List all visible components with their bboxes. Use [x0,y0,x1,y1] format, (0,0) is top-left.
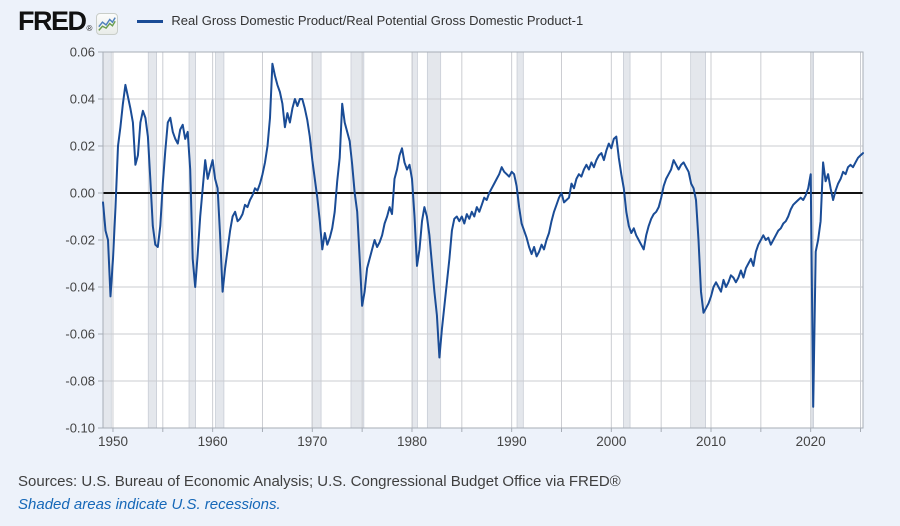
x-tick-label: 1960 [198,434,228,449]
y-tick-label: -0.04 [65,280,95,295]
x-tick-label: 1970 [297,434,327,449]
fred-logo-link[interactable]: FRED ® [18,5,119,36]
recession-note: Shaded areas indicate U.S. recessions. [18,496,281,513]
x-tick-label: 2000 [596,434,626,449]
y-tick-label: -0.02 [65,233,95,248]
plot-border [102,51,864,429]
sources-text: Sources: U.S. Bureau of Economic Analysi… [18,473,621,490]
y-tick-label: -0.08 [65,374,95,389]
registered-mark: ® [86,23,93,33]
x-tick-label: 1990 [497,434,527,449]
graph-footer: Sources: U.S. Bureau of Economic Analysi… [18,470,621,516]
series-legend-label: Real Gross Domestic Product/Real Potenti… [171,13,584,28]
y-tick-label: 0.04 [70,92,95,107]
x-tick-label: 2010 [696,434,726,449]
fred-wordmark: FRED [18,5,87,36]
y-tick-label: 0.00 [70,186,95,201]
y-tick-label: -0.06 [65,327,95,342]
x-tick-label: 1950 [98,434,128,449]
x-tick-label: 2020 [796,434,826,449]
x-tick-label: 1980 [397,434,427,449]
series-path[interactable] [102,62,864,408]
chart-legend: Real Gross Domestic Product/Real Potenti… [137,13,583,29]
sparkline-icon [96,12,119,35]
y-tick-label: 0.02 [70,139,95,154]
series-line-sample [137,19,164,23]
graph-header: FRED ® Real Gross Domestic Product/Real … [18,6,583,36]
y-tick-label: 0.06 [70,45,95,60]
y-tick-label: -0.10 [65,421,95,436]
